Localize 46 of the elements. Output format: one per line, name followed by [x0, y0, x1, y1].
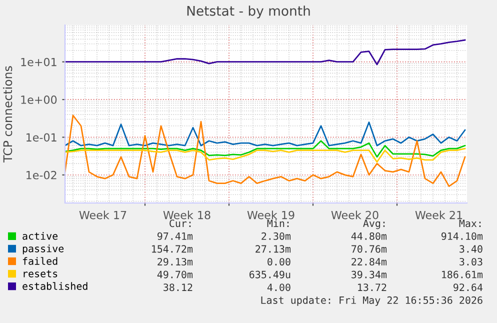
y-tick-label: 1e-02 [26, 170, 56, 180]
text: 92.64 [454, 284, 483, 292]
text: Cur: [170, 220, 191, 228]
legend-label: passive [22, 244, 64, 254]
text: Avg: [363, 220, 385, 230]
x-tick-label: Week 18 [163, 210, 210, 220]
text: 39.34m [352, 270, 387, 278]
y-axis-title: TCP connections [3, 66, 12, 162]
legend-label: active [22, 232, 58, 240]
line-series [65, 39, 466, 66]
line-series [65, 114, 466, 187]
text: Max: [459, 220, 481, 228]
x-tick-label: Week 20 [331, 210, 378, 220]
text: 0.00 [268, 258, 290, 266]
text: 13.72 [358, 284, 386, 292]
y-tick-label: 1e+01 [21, 58, 56, 66]
x-tick-label: Week 21 [415, 210, 462, 220]
y-tick-label: 1e+00 [21, 96, 57, 104]
text: 97.41m [158, 232, 193, 240]
text: 2.30m [262, 232, 291, 240]
legend-label: failed [22, 257, 58, 265]
x-tick-label: Week 17 [79, 210, 126, 220]
text: 29.13m [158, 258, 193, 266]
text: 154.72m [152, 245, 193, 253]
line-series [65, 122, 466, 146]
line-series [65, 148, 466, 163]
text: 3.40 [460, 245, 482, 253]
text: Min: [267, 219, 289, 227]
text: 914.10m [441, 232, 483, 240]
line-series [65, 140, 466, 158]
text: 3.03 [460, 258, 482, 266]
text: 186.61m [442, 270, 483, 278]
text: 38.12 [164, 284, 192, 292]
text: 22.84m [352, 258, 387, 266]
text: 635.49u [250, 270, 290, 278]
text: 49.70m [157, 270, 193, 278]
legend-label: established [22, 282, 88, 290]
chart-title: Netstat - by month [187, 6, 310, 18]
text: 70.76m [352, 245, 387, 253]
legend-label: resets [24, 270, 58, 278]
text: 4.00 [267, 284, 290, 292]
text: 44.80m [351, 232, 387, 240]
text: Last update: Fri May 22 16:55:36 2026 [261, 296, 482, 306]
text: 27.13m [256, 245, 291, 253]
y-tick-label: 1e-01 [26, 133, 56, 142]
x-tick-label: Week 19 [247, 210, 294, 220]
